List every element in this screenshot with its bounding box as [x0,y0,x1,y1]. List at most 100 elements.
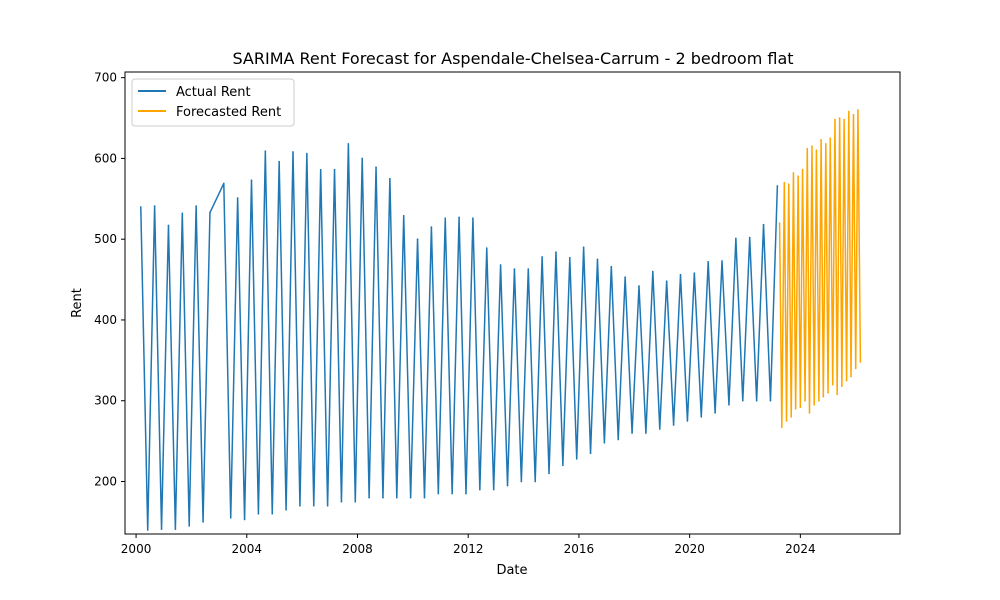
actual-rent-point [555,251,557,253]
actual-rent-point [658,428,661,430]
actual-rent-point [735,237,737,240]
y-tick-label: 600 [94,151,117,165]
actual-rent-point [299,504,301,507]
chart-title: SARIMA Rent Forecast for Aspendale-Chels… [232,49,793,68]
actual-rent-point [409,496,412,499]
forecasted-rent-point [797,175,799,177]
actual-rent-point [485,247,488,249]
actual-rent-point [465,492,467,495]
actual-rent-point [755,399,758,402]
actual-rent-point [610,265,613,268]
actual-rent-point [444,217,447,219]
actual-rent-point [582,246,585,249]
actual-rent-point [617,438,620,441]
forecasted-rent-point [857,109,859,111]
actual-rent-point [340,500,343,503]
actual-rent-point [375,166,377,169]
actual-rent-point [382,496,384,499]
actual-rent-point [679,273,682,276]
actual-rent-point [700,416,703,418]
legend-box [131,78,295,127]
actual-rent-point [479,488,481,491]
forecasted-rent-point [838,117,841,119]
actual-rent-point [645,432,647,434]
forecasted-rent-point [781,426,783,429]
actual-rent-point [638,285,640,287]
actual-rent-point [271,513,274,515]
forecasted-rent-point [792,172,795,174]
actual-rent-point [562,464,564,467]
forecasted-rent-point [801,168,804,171]
actual-rent-point [202,521,204,523]
x-axis-label: Date [496,563,527,578]
x-tick-label: 2012 [453,542,484,556]
y-tick-label: 300 [94,394,117,408]
actual-rent-point [665,280,668,282]
actual-rent-point [333,168,336,171]
forecasted-rent-point [854,367,857,370]
forecasted-rent-point [836,393,838,396]
actual-rent-series [139,143,779,531]
actual-rent-point [167,224,170,227]
actual-rent-point [534,480,536,483]
actual-rent-point [257,513,260,515]
actual-rent-point [575,458,578,460]
plot-frame [124,71,901,535]
actual-rent-point [195,205,197,207]
actual-rent-point [437,492,440,495]
actual-rent-point [139,206,142,208]
actual-rent-point [368,496,370,499]
forecasted-rent-point [808,412,811,414]
actual-rent-point [250,179,253,182]
actual-rent-point [396,496,398,499]
actual-rent-point [174,528,177,530]
x-tick-label: 2024 [785,542,816,556]
x-tick-label: 2000 [121,542,152,556]
actual-rent-point [319,168,322,171]
actual-rent-point [430,226,433,228]
actual-rent-point [589,452,592,455]
forecasted-rent-series [778,109,862,429]
y-tick-label: 500 [94,232,117,246]
x-tick-label: 2004 [232,542,263,556]
actual-rent-point [492,488,495,491]
actual-rent-point [499,264,502,266]
actual-rent-point [548,472,550,475]
forecasted-rent-point [806,147,809,150]
actual-rent-point [520,480,523,483]
actual-rent-point [631,432,633,434]
forecasted-rent-point [834,118,836,121]
forecasted-rent-point [850,375,852,378]
actual-rent-point [416,238,419,240]
actual-rent-point [264,150,267,152]
actual-rent-point [762,223,765,226]
y-tick-label: 200 [94,475,117,489]
forecasted-rent-point [813,403,815,406]
actual-rent-point [181,212,184,215]
actual-rent-point [361,157,364,160]
actual-rent-point [596,258,599,261]
forecasted-rent-point [822,395,825,398]
actual-rent-point [527,268,530,270]
actual-rent-line [140,143,779,531]
actual-rent-point [236,197,239,199]
actual-rent-point [652,270,654,273]
forecasted-rent-point [811,145,813,148]
forecasted-rent-point [843,118,845,121]
actual-rent-point [672,424,675,426]
actual-rent-point [748,236,751,239]
forecasted-rent-point [785,420,788,422]
y-tick-label: 700 [94,71,117,85]
actual-rent-point [153,205,156,207]
x-tick-label: 2016 [564,542,595,556]
actual-rent-point [693,272,696,274]
actual-rent-point [769,399,772,402]
actual-rent-point [402,214,405,217]
actual-rent-point [306,152,308,155]
actual-rent-point [285,508,287,511]
forecasted-rent-point [829,137,832,140]
actual-rent-point [389,177,391,180]
y-tick-label: 400 [94,313,117,327]
actual-rent-point [354,500,357,503]
